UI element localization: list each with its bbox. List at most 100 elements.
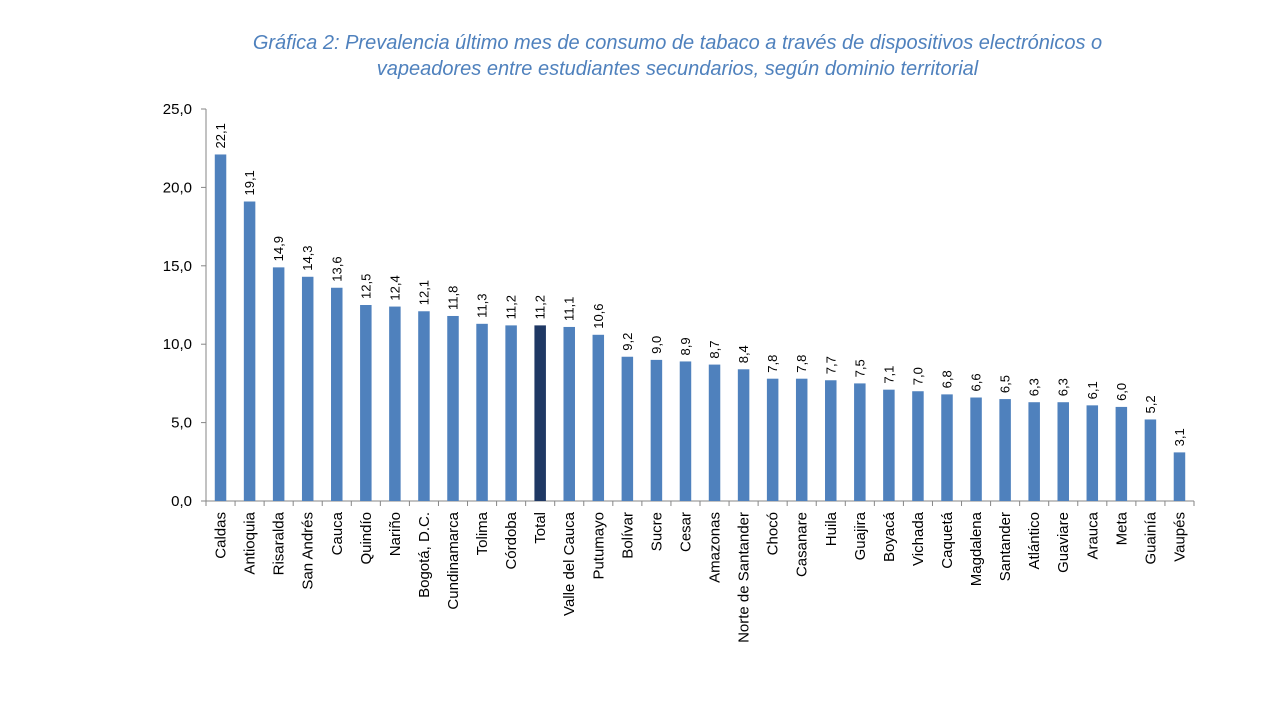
bar-bolívar [621,356,634,501]
category-label: San Andrés [300,512,317,590]
value-label: 8,9 [678,337,693,355]
value-label: 9,0 [649,336,664,354]
value-label: 12,5 [358,274,373,299]
category-label: Quindío [358,512,375,565]
category-label: Antioquia [242,511,259,574]
category-label: Valle del Cauca [561,511,578,616]
category-label: Sucre [648,512,665,551]
value-label: 11,3 [475,293,490,317]
value-label: 7,1 [881,366,896,384]
chart-title-line-1: Gráfica 2: Prevalencia último mes de con… [252,32,1103,54]
bar-putumayo [592,334,605,501]
chart-title: Gráfica 2: Prevalencia último mes de con… [0,30,1280,82]
bar-santander [999,399,1011,501]
category-label: Atlántico [1026,512,1043,570]
category-label: Nariño [387,512,404,556]
value-label: 13,6 [329,256,344,281]
bar-cauca [331,287,343,501]
y-tick-label: 25,0 [163,101,192,118]
category-label: Arauca [1084,511,1101,559]
value-label: 5,2 [1143,395,1158,413]
bar-total [534,325,546,501]
value-label: 19,1 [242,170,257,195]
value-label: 8,7 [707,341,722,359]
bar-córdoba [505,325,517,501]
value-label: 6,0 [1114,383,1129,401]
bar-tolima [476,323,488,501]
bar-casanare [795,378,808,501]
bar-caquetá [941,394,953,501]
value-label: 12,4 [387,275,402,300]
value-label: 6,3 [1027,378,1042,396]
category-label: Bolívar [619,512,636,559]
category-label: Bogotá, D.C. [416,512,433,598]
value-label: 22,1 [213,123,228,148]
bar-caldas [214,154,227,502]
value-label: 14,3 [300,245,315,270]
category-label: Vaupés [1171,512,1188,562]
bars [214,154,1186,502]
category-label: Vichada [910,511,927,566]
bar-norte-de-santander [737,369,750,501]
value-label: 12,1 [416,280,431,305]
category-label: Caldas [213,512,230,559]
category-label: Cundinamarca [445,511,462,609]
category-labels: Caldas Antioquia Risaralda San Andrés Cauca Q… [213,511,1189,643]
category-label: Tolima [474,511,491,555]
value-label: 11,1 [562,297,577,321]
bar-guajira [854,383,866,501]
bar-vichada [912,391,924,501]
bar-vaupés [1173,452,1186,501]
value-label: 6,6 [969,373,984,391]
category-label: Santander [997,512,1014,581]
category-label: Boyacá [881,511,898,562]
category-label: Meta [1113,511,1130,545]
value-label: 7,5 [852,359,867,377]
y-tick-label: 5,0 [171,415,192,432]
category-label: Casanare [794,512,811,577]
value-label: 8,4 [736,345,751,363]
category-label: Guainía [1142,511,1159,564]
bar-cesar [679,361,692,501]
category-label: Putumayo [590,512,607,580]
bar-risaralda [272,267,285,501]
bar-cundinamarca [447,315,459,501]
category-label: Guajira [852,511,869,560]
bar-nariño [389,306,401,501]
value-label: 7,0 [910,367,925,385]
value-label: 7,7 [823,356,838,374]
bar-antioquia [243,201,256,501]
chart-title-line-2: vapeadores entre estudiantes secundarios… [376,58,979,80]
bar-guaviare [1057,402,1069,501]
value-label: 3,1 [1172,428,1187,446]
category-label: Risaralda [271,511,288,575]
value-label: 6,3 [1056,378,1071,396]
bar-san-andrés [301,276,314,501]
y-tick-label: 20,0 [163,179,192,196]
value-label: 10,6 [591,303,606,328]
category-label: Huila [823,511,840,546]
value-label: 14,9 [271,236,286,261]
value-label: 7,8 [794,355,809,373]
bar-huila [825,380,837,501]
bar-sucre [650,359,663,501]
bar-bogotá-d-c- [418,311,430,501]
value-label: 9,2 [620,333,635,351]
value-label: 6,8 [940,370,955,388]
value-labels: 22,1 19,1 14,9 14,3 13,6 12,5 12,4 12,1 11,8 11,3… [213,123,1187,446]
category-label: Caquetá [939,511,956,568]
category-label: Guaviare [1055,512,1072,573]
category-label: Magdalena [968,511,985,586]
bar-guainía [1144,419,1157,501]
bar-atlántico [1028,402,1040,501]
value-label: 6,1 [1085,381,1100,399]
value-label: 11,8 [446,286,461,310]
category-label: Chocó [765,512,782,555]
category-label: Total [532,512,549,544]
y-tick-label: 10,0 [163,336,192,353]
bar-chocó [766,378,779,501]
category-label: Córdoba [503,511,520,569]
bar-magdalena [970,397,982,501]
category-label: Cauca [329,511,346,555]
